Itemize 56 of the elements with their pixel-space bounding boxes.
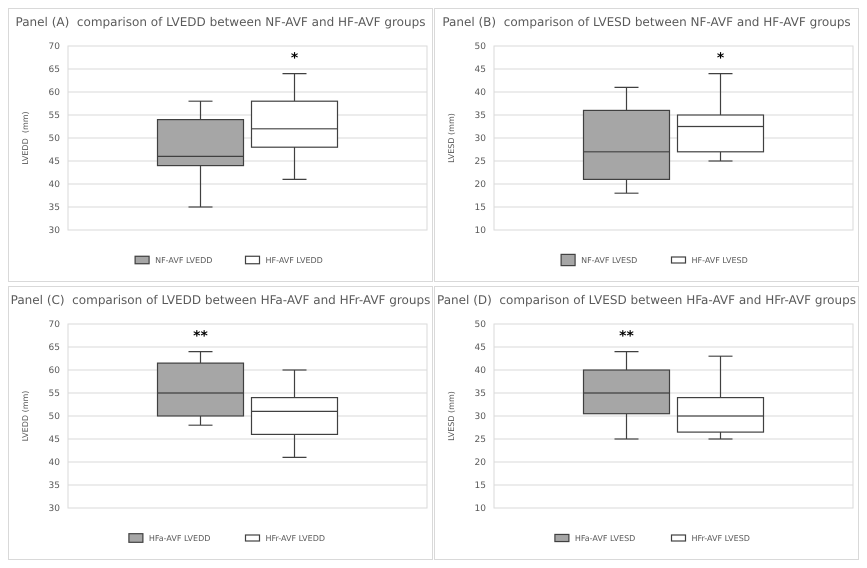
chart-title: Panel (C) comparison of LVEDD between HFa-AVF and HFr-AVF groups	[10, 293, 430, 307]
chart-title: Panel (A) comparison of LVEDD between NF-AVF and HF-AVF groups	[16, 15, 426, 29]
y-tick-label: 10	[474, 226, 486, 236]
y-tick-label: 30	[48, 226, 60, 236]
y-tick-label: 35	[48, 481, 60, 492]
legend-label: HFr-AVF LVEDD	[266, 534, 326, 543]
y-tick-label: 25	[474, 157, 486, 168]
y-tick-label: 45	[48, 157, 60, 168]
y-tick-label: 60	[48, 366, 60, 376]
y-axis-title: LVESD (mm)	[447, 391, 456, 441]
y-tick-label: 30	[474, 412, 486, 422]
y-tick-label: 30	[48, 504, 60, 514]
annotation: **	[193, 328, 208, 344]
y-tick-label: 40	[48, 180, 60, 190]
y-tick-label: 45	[474, 343, 486, 354]
legend-label: HFa-AVF LVESD	[574, 534, 636, 543]
legend-label: HFa-AVF LVEDD	[148, 534, 210, 543]
y-axis-title: LVEDD (mm)	[21, 390, 30, 442]
y-tick-label: 45	[474, 65, 486, 76]
y-tick-label: 40	[48, 458, 60, 468]
y-tick-label: 50	[48, 134, 60, 144]
y-tick-label: 20	[474, 458, 486, 468]
y-tick-label: 50	[474, 42, 486, 52]
y-tick-label: 40	[474, 88, 486, 98]
legend-label: HF-AVF LVESD	[692, 256, 748, 265]
legend-label: NF-AVF LVESD	[581, 256, 638, 265]
y-tick-label: 45	[48, 435, 60, 446]
chart-title: Panel (D) comparison of LVESD between HFa-AVF and HFr-AVF groups	[437, 293, 856, 307]
y-tick-label: 65	[48, 65, 60, 76]
y-tick-label: 35	[474, 111, 486, 122]
y-tick-label: 25	[474, 435, 486, 446]
y-tick-label: 10	[474, 504, 486, 514]
y-tick-label: 70	[48, 42, 60, 52]
y-tick-label: 55	[48, 111, 60, 122]
y-tick-label: 65	[48, 343, 60, 354]
y-tick-label: 15	[474, 481, 486, 492]
y-tick-label: 40	[474, 366, 486, 376]
y-tick-label: 35	[48, 203, 60, 214]
y-tick-label: 70	[48, 320, 60, 330]
y-tick-label: 55	[48, 389, 60, 400]
legend-label: HFr-AVF LVESD	[692, 534, 750, 543]
y-tick-label: 50	[48, 412, 60, 422]
legend-label: NF-AVF LVEDD	[155, 256, 212, 265]
annotation: *	[716, 50, 725, 66]
annotation: **	[619, 328, 634, 344]
annotation: *	[290, 50, 299, 66]
y-tick-label: 60	[48, 88, 60, 98]
chart-title: Panel (B) comparison of LVESD between NF-AVF and HF-AVF groups	[442, 15, 851, 29]
y-tick-label: 15	[474, 203, 486, 214]
y-tick-label: 50	[474, 320, 486, 330]
y-tick-label: 35	[474, 389, 486, 400]
y-axis-title: LVEDD (mm)	[21, 111, 30, 165]
y-axis-title: LVESD (mm)	[447, 113, 456, 163]
y-tick-label: 30	[474, 134, 486, 144]
y-tick-label: 20	[474, 180, 486, 190]
legend-label: HF-AVF LVEDD	[266, 256, 323, 265]
